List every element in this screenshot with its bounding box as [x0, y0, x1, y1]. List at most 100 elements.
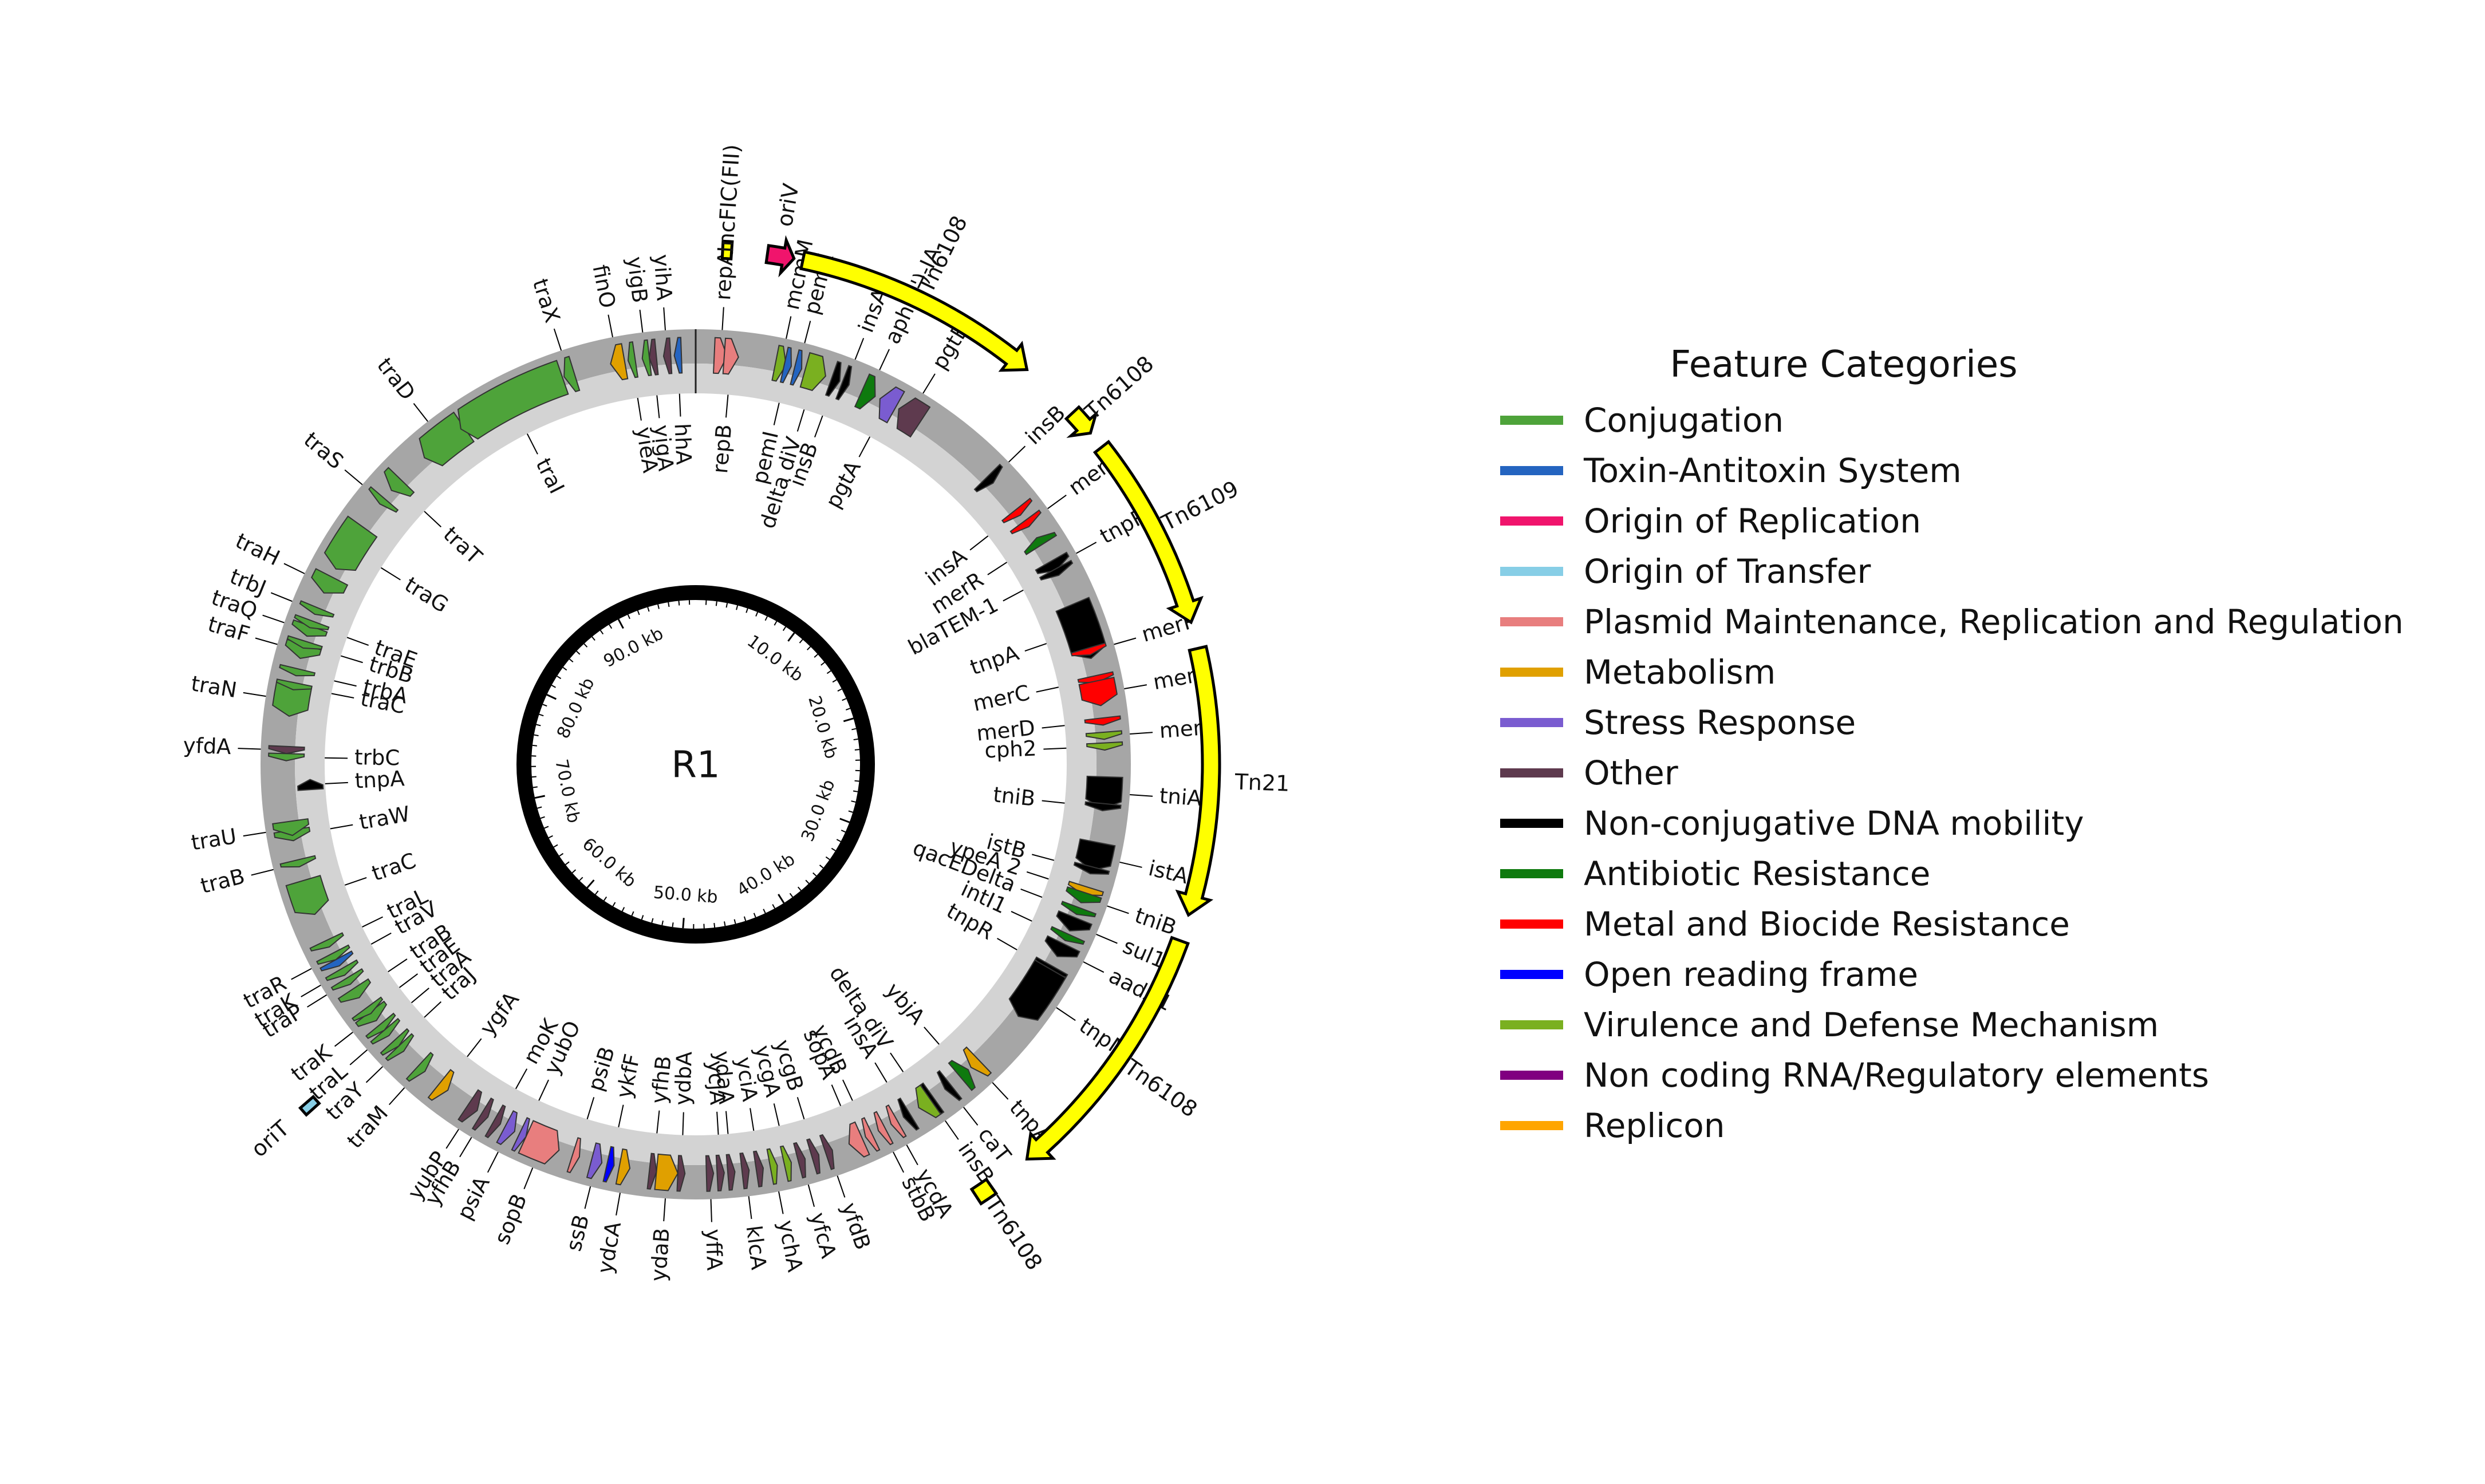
legend-item: Virulence and Defense Mechanism	[1500, 1000, 2445, 1050]
gene-arrow	[1039, 559, 1074, 581]
gene-arrow	[297, 779, 324, 791]
gene-label: traB	[198, 864, 247, 899]
legend-swatch	[1500, 919, 1563, 929]
gene-label: hhA	[670, 423, 696, 465]
ruler-tick	[617, 618, 624, 629]
legend-item: Stress Response	[1500, 697, 2445, 748]
gene-leader	[1056, 1007, 1076, 1021]
gene-leader	[663, 1198, 666, 1222]
gene-leader	[262, 614, 285, 623]
gene-arrow	[615, 1148, 631, 1186]
gene-label: ychA	[774, 1218, 808, 1274]
gene-leader	[341, 655, 363, 664]
gene-arrow	[649, 338, 659, 376]
ruler-tick	[657, 604, 660, 609]
ruler-label: 80.0 kb	[553, 675, 598, 742]
gene-leader	[388, 1087, 405, 1106]
gene-arrow	[279, 855, 317, 868]
ruler-tick	[764, 616, 768, 621]
legend-items: Conjugation Toxin-Antitoxin System Origin …	[1500, 395, 2445, 1151]
gene-leader	[283, 563, 305, 574]
gene-leader	[1003, 589, 1024, 602]
gene-arrow	[722, 337, 739, 375]
gene-label: yfcA	[805, 1210, 841, 1261]
gene-leader	[370, 932, 392, 945]
gene-arrow	[268, 745, 305, 755]
ruler-tick	[641, 915, 644, 920]
gene-leader	[424, 511, 442, 528]
ruler-circle	[516, 585, 875, 944]
gene-leader	[307, 994, 328, 1008]
legend-label: Replicon	[1584, 1106, 1725, 1145]
gene-arrow	[790, 349, 803, 386]
gene-arrow	[384, 467, 415, 497]
gene-leader	[842, 1079, 853, 1101]
gene-label: tniA	[1159, 783, 1202, 811]
gene-leader	[291, 968, 312, 980]
legend-item: Metal and Biocide Resistance	[1500, 899, 2445, 949]
gene-label: traX	[528, 276, 565, 326]
gene-arrow	[602, 1146, 615, 1183]
ruler-tick	[557, 676, 562, 680]
ruler-tick	[836, 839, 841, 842]
ruler-tick	[647, 607, 650, 612]
gene-leader	[814, 415, 823, 438]
gene-leader	[969, 535, 989, 551]
ruler-tick	[534, 795, 545, 799]
gene-leader	[1043, 747, 1067, 750]
gene-arrow	[948, 1060, 976, 1091]
legend-item: Replicon	[1500, 1100, 2445, 1151]
gene-arrow	[1085, 730, 1123, 740]
gene-leader	[906, 1144, 918, 1166]
gene-leader	[639, 309, 644, 333]
legend-item: Plasmid Maintenance, Replication and Reg…	[1500, 597, 2445, 647]
gene-leader	[837, 1175, 846, 1198]
ruler-tick	[848, 810, 853, 813]
legend-item: Non coding RNA/Regulatory elements	[1500, 1050, 2445, 1100]
gene-arrow	[1035, 551, 1070, 574]
gene-label: finO	[587, 263, 620, 310]
legend-item: Origin of Replication	[1500, 496, 2445, 546]
ruler-tick	[591, 636, 595, 641]
ruler-tick	[851, 800, 856, 803]
gene-arrow	[673, 337, 683, 374]
gene-leader	[1130, 794, 1153, 797]
mobile-element-arc	[969, 1177, 999, 1206]
gene-leader	[748, 1196, 752, 1219]
gene-arrow	[1073, 862, 1110, 875]
ruler-tick	[546, 693, 557, 700]
ruler-tick	[763, 909, 766, 914]
gene-leader	[584, 1186, 591, 1209]
ruler-tick	[774, 621, 778, 626]
gene-label: yffA	[701, 1229, 727, 1271]
legend-swatch	[1500, 869, 1563, 878]
gene-arrow	[610, 343, 629, 381]
ruler-tick	[637, 610, 640, 615]
gene-leader	[1011, 911, 1032, 922]
gene-arrow	[799, 352, 826, 392]
gene-leader	[380, 567, 401, 581]
gene-arrow	[279, 664, 316, 677]
gene-label: yigA	[649, 424, 678, 472]
legend-label: Plasmid Maintenance, Replication and Reg…	[1584, 602, 2404, 641]
gene-label: istA	[1146, 856, 1190, 889]
gene-label: traN	[190, 671, 239, 702]
gene-arrow	[285, 875, 329, 915]
gene-leader	[1042, 800, 1065, 804]
gene-label: ybjA	[881, 978, 930, 1029]
legend-label: Origin of Replication	[1584, 502, 1922, 540]
gene-leader	[523, 1167, 534, 1190]
gene-leader	[874, 1062, 888, 1083]
gene-arrow	[715, 1154, 725, 1192]
gene-leader	[893, 1151, 905, 1173]
gene-arrow	[712, 337, 728, 374]
backbone-rings	[261, 329, 1131, 1199]
gene-label: pgtA	[821, 457, 866, 512]
gene-arrow	[294, 614, 330, 631]
ruler-tick	[612, 902, 616, 907]
gene-leader	[710, 1199, 712, 1222]
gene-leader	[346, 637, 369, 646]
ruler-tick	[713, 923, 716, 928]
ruler-label: 70.0 kb	[551, 757, 583, 825]
gene-arrow	[315, 944, 350, 965]
